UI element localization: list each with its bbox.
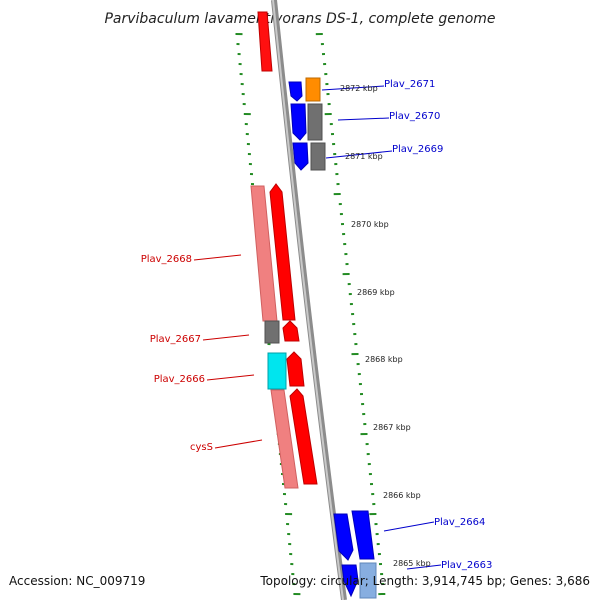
- plav-2668-connector: [193, 254, 242, 261]
- position-label-2865-kbp: 2865 kbp: [393, 559, 431, 568]
- plav-2666-connector: [206, 374, 255, 381]
- label-connectors: [193, 85, 442, 570]
- gene-arrow-plav-2668: [269, 183, 296, 321]
- accession-text: Accession: NC_009719: [9, 574, 146, 588]
- gene-block-2669-gray: [310, 142, 326, 171]
- gene-label-plav-2663: Plav_2663: [441, 560, 492, 571]
- genome-backbone-highlight: [272, 0, 344, 600]
- gene-label-plav-2668: Plav_2668: [141, 254, 192, 265]
- map-title: Parvibaculum lavamentivorans DS-1, compl…: [104, 11, 495, 27]
- position-label-2869-kbp: 2869 kbp: [357, 288, 395, 297]
- gene-label-plav-2666: Plav_2666: [154, 374, 205, 385]
- gene-label-cyss: cysS: [190, 442, 213, 453]
- position-label-2867-kbp: 2867 kbp: [373, 423, 411, 432]
- gene-features: [250, 11, 377, 599]
- gene-block-2671-orange: [305, 77, 321, 102]
- position-label-2871-kbp: 2871 kbp: [345, 152, 383, 161]
- gene-arrow-top-red: [257, 11, 273, 72]
- gene-arrow-plav-2664-right: [351, 510, 375, 560]
- gene-label-plav-2670: Plav_2670: [389, 111, 440, 122]
- cyss-connector: [214, 439, 263, 449]
- gene-label-plav-2667: Plav_2667: [150, 334, 201, 345]
- plav-2663-connector: [406, 564, 442, 570]
- position-label-2872-kbp: 2872 kbp: [340, 84, 378, 93]
- gene-label-plav-2669: Plav_2669: [392, 144, 443, 155]
- position-label-2868-kbp: 2868 kbp: [365, 355, 403, 364]
- position-label-2866-kbp: 2866 kbp: [383, 491, 421, 500]
- gene-block-plav-2666-cyan: [267, 352, 287, 390]
- gene-arrow-plav-2664-left: [333, 513, 354, 561]
- plav-2670-connector: [337, 117, 390, 121]
- plav-2671-connector: [321, 85, 385, 91]
- plav-2667-connector: [202, 334, 250, 341]
- gene-block-cyss-light: [270, 389, 299, 489]
- genome-stats-text: Topology: circular; Length: 3,914,745 bp…: [260, 574, 590, 588]
- gene-arrow-plav-2663-left: [341, 564, 359, 598]
- gene-arrow-plav-2667: [282, 320, 300, 342]
- gene-label-plav-2671: Plav_2671: [384, 79, 435, 90]
- gene-block-2670-gray: [307, 103, 323, 141]
- gene-label-plav-2664: Plav_2664: [434, 517, 485, 528]
- gene-arrow-plav-2666: [286, 351, 305, 387]
- gene-arrow-plav-2670: [290, 103, 307, 141]
- gene-block-plav-2667-gray: [264, 320, 280, 344]
- gene-arrow-cyss: [289, 388, 318, 485]
- gene-arrow-plav-2671: [288, 81, 303, 102]
- gene-block-plav-2663-light: [359, 562, 377, 599]
- plav-2669-connector: [325, 150, 393, 159]
- plav-2664-connector: [383, 521, 435, 532]
- position-label-2870-kbp: 2870 kbp: [351, 220, 389, 229]
- gene-arrow-plav-2669: [292, 142, 309, 171]
